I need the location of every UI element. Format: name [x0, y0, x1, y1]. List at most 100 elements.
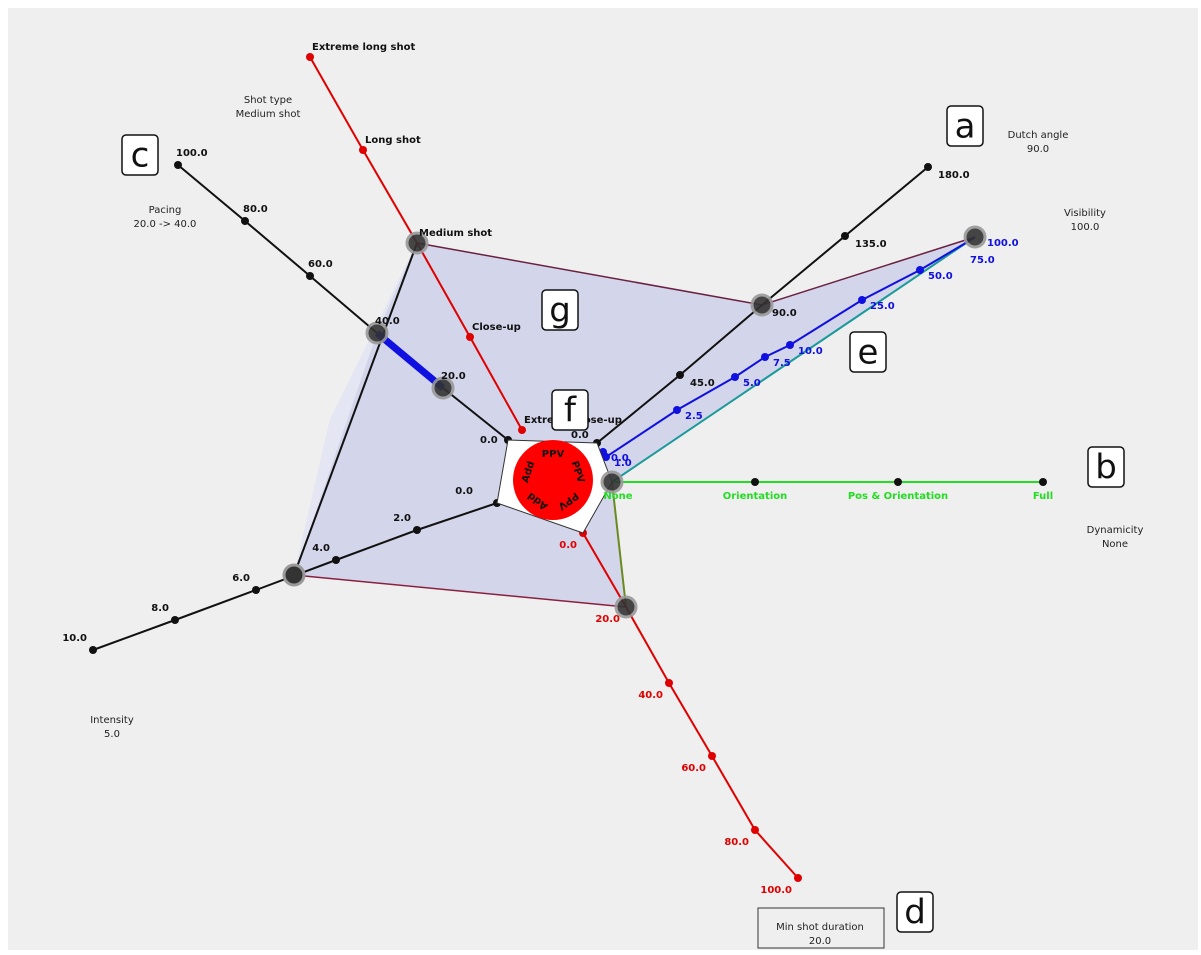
tick-label: 40.0 — [638, 690, 663, 701]
axis-tick[interactable] — [413, 526, 421, 534]
callout-letter: a — [955, 107, 976, 147]
tick-label: 0.0 — [480, 435, 498, 446]
axis-tick[interactable] — [466, 333, 474, 341]
axis-title: Dynamicity — [1087, 525, 1144, 536]
axis-tick[interactable] — [676, 371, 684, 379]
axis-tick[interactable] — [916, 266, 924, 274]
axis-title: Pacing — [149, 205, 182, 216]
axis-tick[interactable] — [1039, 478, 1047, 486]
tick-label: 5.0 — [743, 378, 761, 389]
callout-box — [849, 331, 887, 373]
axis-tick[interactable] — [924, 163, 932, 171]
axis-tick[interactable] — [252, 586, 260, 594]
tick-label: Extreme long shot — [312, 42, 415, 53]
tick-label: Medium shot — [419, 228, 492, 239]
range-bar — [374, 330, 446, 391]
axis-title: Dutch angle — [1008, 130, 1069, 141]
tick-label: 100.0 — [176, 148, 208, 159]
axis-tick[interactable] — [751, 826, 759, 834]
axis-tick[interactable] — [241, 217, 249, 225]
axis-handle[interactable] — [614, 595, 638, 619]
axis-value: 20.0 -> 40.0 — [134, 219, 197, 230]
axis-tick[interactable] — [306, 272, 314, 280]
center-button-label[interactable]: PPV — [542, 449, 565, 460]
axis-line — [177, 164, 509, 441]
axis-title: Visibility — [1064, 208, 1106, 219]
tick-label: 6.0 — [232, 573, 250, 584]
axis-tick[interactable] — [673, 406, 681, 414]
tick-label: 80.0 — [243, 204, 268, 215]
area-edge — [611, 481, 627, 608]
callout-letter: f — [564, 391, 577, 431]
callout-letter: d — [904, 893, 926, 933]
axis-value: 90.0 — [1027, 144, 1049, 155]
axis-handle[interactable] — [600, 470, 624, 494]
tick-label: 80.0 — [724, 837, 749, 848]
tick-label: None — [603, 491, 632, 502]
callout-box — [551, 389, 589, 431]
axis-title: Intensity — [90, 715, 134, 726]
tick-label: 75.0 — [970, 255, 995, 266]
tick-label: 10.0 — [798, 346, 823, 357]
area-edge — [293, 242, 418, 576]
axis-tick[interactable] — [858, 296, 866, 304]
axis-tick[interactable] — [665, 679, 673, 687]
axis-tick[interactable] — [751, 478, 759, 486]
axis-tick[interactable] — [171, 616, 179, 624]
axis-tick[interactable] — [786, 341, 794, 349]
axis-title: Min shot duration — [776, 922, 864, 933]
axis-tick[interactable] — [761, 353, 769, 361]
axis-tick[interactable] — [708, 752, 716, 760]
axis-tick[interactable] — [306, 53, 314, 61]
tick-label: 20.0 — [595, 614, 620, 625]
tick-label: Pos & Orientation — [848, 491, 948, 502]
tick-label: Full — [1033, 491, 1053, 502]
axis-tick[interactable] — [359, 146, 367, 154]
tick-label: 2.5 — [685, 411, 703, 422]
axis-handle[interactable] — [365, 321, 389, 345]
tick-label: 0.0 — [559, 540, 577, 551]
axis-tick[interactable] — [894, 478, 902, 486]
axis-tick[interactable] — [89, 646, 97, 654]
axis-tick[interactable] — [518, 426, 526, 434]
tick-label: Long shot — [365, 135, 421, 146]
axis-tick[interactable] — [332, 556, 340, 564]
tick-label: 20.0 — [441, 371, 466, 382]
callout-letter: g — [549, 291, 571, 331]
tick-label: 10.0 — [62, 633, 87, 644]
axis-tick[interactable] — [602, 453, 610, 461]
tick-label: 8.0 — [151, 603, 169, 614]
callout-box — [541, 289, 579, 331]
visibility-edge — [611, 236, 976, 483]
callout-letter: b — [1095, 448, 1117, 488]
tick-label: Close-up — [472, 322, 521, 333]
axis-line — [582, 532, 799, 879]
callout-box — [121, 134, 159, 176]
axis-tick[interactable] — [841, 232, 849, 240]
tick-label: 7.5 — [773, 358, 791, 369]
axis-title: Shot type — [244, 95, 292, 106]
axis-value: 20.0 — [809, 936, 831, 947]
axis-handle[interactable] — [431, 376, 455, 400]
tick-label: 25.0 — [870, 301, 895, 312]
axis-handle[interactable] — [963, 225, 987, 249]
axis-tick[interactable] — [731, 373, 739, 381]
callout-box — [946, 105, 984, 147]
tick-label: 180.0 — [938, 170, 970, 181]
tick-label: 100.0 — [760, 885, 792, 896]
tick-label: 2.0 — [393, 513, 411, 524]
callout-box — [1087, 446, 1125, 488]
tick-label: 45.0 — [690, 378, 715, 389]
tick-label: 0.0 — [571, 430, 589, 441]
axis-tick[interactable] — [174, 161, 182, 169]
axis-handle[interactable] — [750, 293, 774, 317]
axis-handle[interactable] — [405, 231, 429, 255]
callout-box — [896, 891, 934, 933]
center-button[interactable] — [513, 440, 593, 520]
axis-tick[interactable] — [794, 874, 802, 882]
axis-value: Medium shot — [236, 109, 301, 120]
axis-handle[interactable] — [282, 563, 306, 587]
axis-value: None — [1102, 539, 1128, 550]
tick-label: 60.0 — [308, 259, 333, 270]
